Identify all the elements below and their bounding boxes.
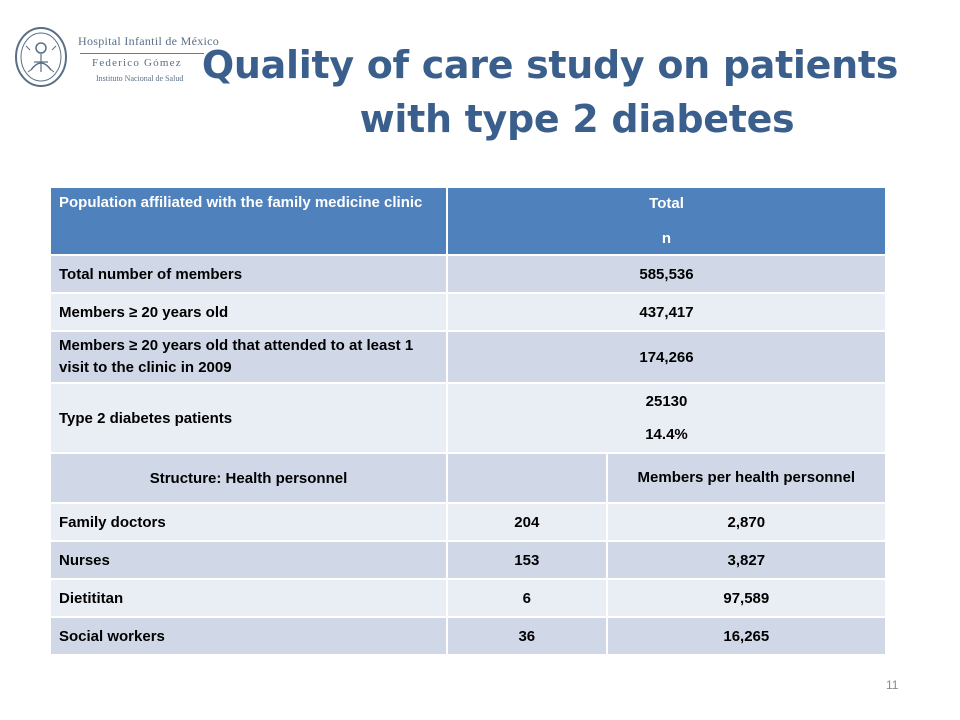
table-row: Type 2 diabetes patients 25130 14.4%	[49, 382, 887, 454]
row-label: Members ≥ 20 years old	[49, 292, 448, 332]
row-ratio: 97,589	[605, 578, 888, 618]
structure-count-header	[446, 452, 608, 504]
slide-title-line1: Quality of care study on patients	[201, 43, 899, 87]
row-label: Type 2 diabetes patients	[49, 382, 448, 454]
n-header-label: n	[661, 230, 672, 247]
row-label: Dietititan	[49, 578, 448, 618]
logo-institute: Instituto Nacional de Salud	[96, 74, 184, 83]
page-number: 11	[886, 678, 899, 692]
logo-divider	[80, 53, 204, 54]
total-header: Total n	[446, 186, 887, 256]
row-count: 36	[446, 616, 608, 656]
row-label: Members ≥ 20 years old that attended to …	[49, 330, 448, 384]
table-header-row: Population affiliated with the family me…	[49, 186, 887, 256]
table-row: Dietititan 6 97,589	[49, 578, 888, 618]
row-ratio: 16,265	[605, 616, 888, 656]
structure-ratio-header: Members per health personnel	[605, 452, 888, 504]
slide-title-line2: with type 2 diabetes	[359, 97, 795, 141]
structure-header-row: Structure: Health personnel Members per …	[49, 452, 888, 504]
table-row: Total number of members 585,536	[49, 254, 887, 294]
row-ratio: 2,870	[605, 502, 888, 542]
structure-header: Structure: Health personnel	[49, 452, 448, 504]
table-row: Social workers 36 16,265	[49, 616, 888, 656]
table-row: Family doctors 204 2,870	[49, 502, 888, 542]
row-value: 437,417	[446, 292, 887, 332]
row-value: 25130	[645, 393, 688, 410]
row-ratio: 3,827	[605, 540, 888, 580]
slide-title: Quality of care study on patients with t…	[200, 38, 900, 146]
table-row: Nurses 153 3,827	[49, 540, 888, 580]
hospital-logo: Hospital Infantil de México Federico Góm…	[12, 26, 219, 88]
row-count: 204	[446, 502, 608, 542]
row-count: 153	[446, 540, 608, 580]
table-row: Members ≥ 20 years old 437,417	[49, 292, 887, 332]
hospital-seal-icon	[15, 27, 67, 87]
total-header-label: Total	[649, 195, 684, 212]
data-table: Population affiliated with the family me…	[49, 186, 888, 656]
population-header: Population affiliated with the family me…	[49, 186, 448, 256]
row-label: Family doctors	[49, 502, 448, 542]
table-row: Members ≥ 20 years old that attended to …	[49, 330, 887, 384]
row-percent: 14.4%	[645, 426, 688, 443]
row-label: Nurses	[49, 540, 448, 580]
logo-hospital-subname: Federico Gómez	[92, 57, 182, 69]
row-value: 174,266	[446, 330, 887, 384]
row-value: 585,536	[446, 254, 887, 294]
logo-hospital-name: Hospital Infantil de México	[78, 34, 220, 48]
row-label: Social workers	[49, 616, 448, 656]
row-label: Total number of members	[49, 254, 448, 294]
row-count: 6	[446, 578, 608, 618]
row-value-group: 25130 14.4%	[446, 382, 887, 454]
